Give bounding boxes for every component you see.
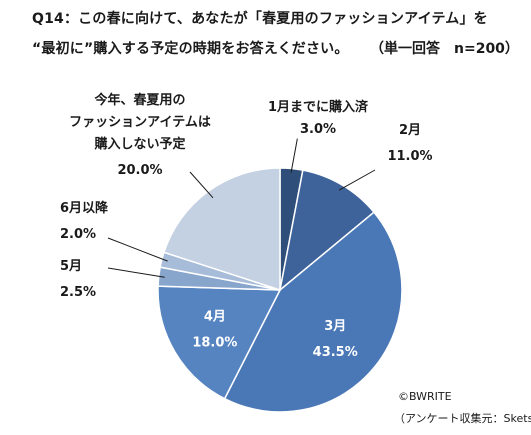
slice-label-0: 1月までに購入済 [268,99,369,115]
slice-value-1: 11.0% [387,149,432,164]
source-text: （アンケート収集元：Skets） [394,412,531,425]
chart-title-line-2: “最初に”購入する予定の時期をお答えください。 [32,41,349,57]
slice-label-2: 3月 [324,319,346,334]
slice-label-6-line-3: 購入しない予定 [93,136,185,152]
pie-slice-6 [163,167,281,292]
leader-line-0 [290,138,298,173]
slice-value-6: 20.0% [117,163,162,178]
leader-line-1 [338,169,376,191]
leader-line-6 [189,171,214,199]
chart-title-line-1: Q14：この春に向けて、あなたが「春夏用のファッションアイテム」を [32,11,488,27]
slice-value-2: 43.5% [313,345,358,360]
slice-label-3: 4月 [204,310,226,325]
slice-value-3: 18.0% [192,336,237,351]
sample-note: （単一回答 n=200） [370,41,519,57]
slice-label-1: 2月 [399,123,421,138]
slice-value-4: 2.5% [60,285,96,300]
copyright-text: ©BWRITE [398,390,452,403]
slice-label-5: 6月以降 [60,200,109,216]
slice-value-5: 2.0% [60,227,96,242]
pie-slice-1 [278,169,376,292]
pie-slice-2 [223,211,403,413]
slice-label-6-line-1: 今年、春夏用の [93,92,185,108]
slice-value-0: 3.0% [300,122,336,137]
slice-label-4: 5月 [60,259,82,274]
slice-label-6-line-2: ファッションアイテムは [69,115,211,130]
leader-line-4 [107,267,165,278]
leader-line-5 [107,237,168,262]
pie-slice-3 [157,285,282,400]
